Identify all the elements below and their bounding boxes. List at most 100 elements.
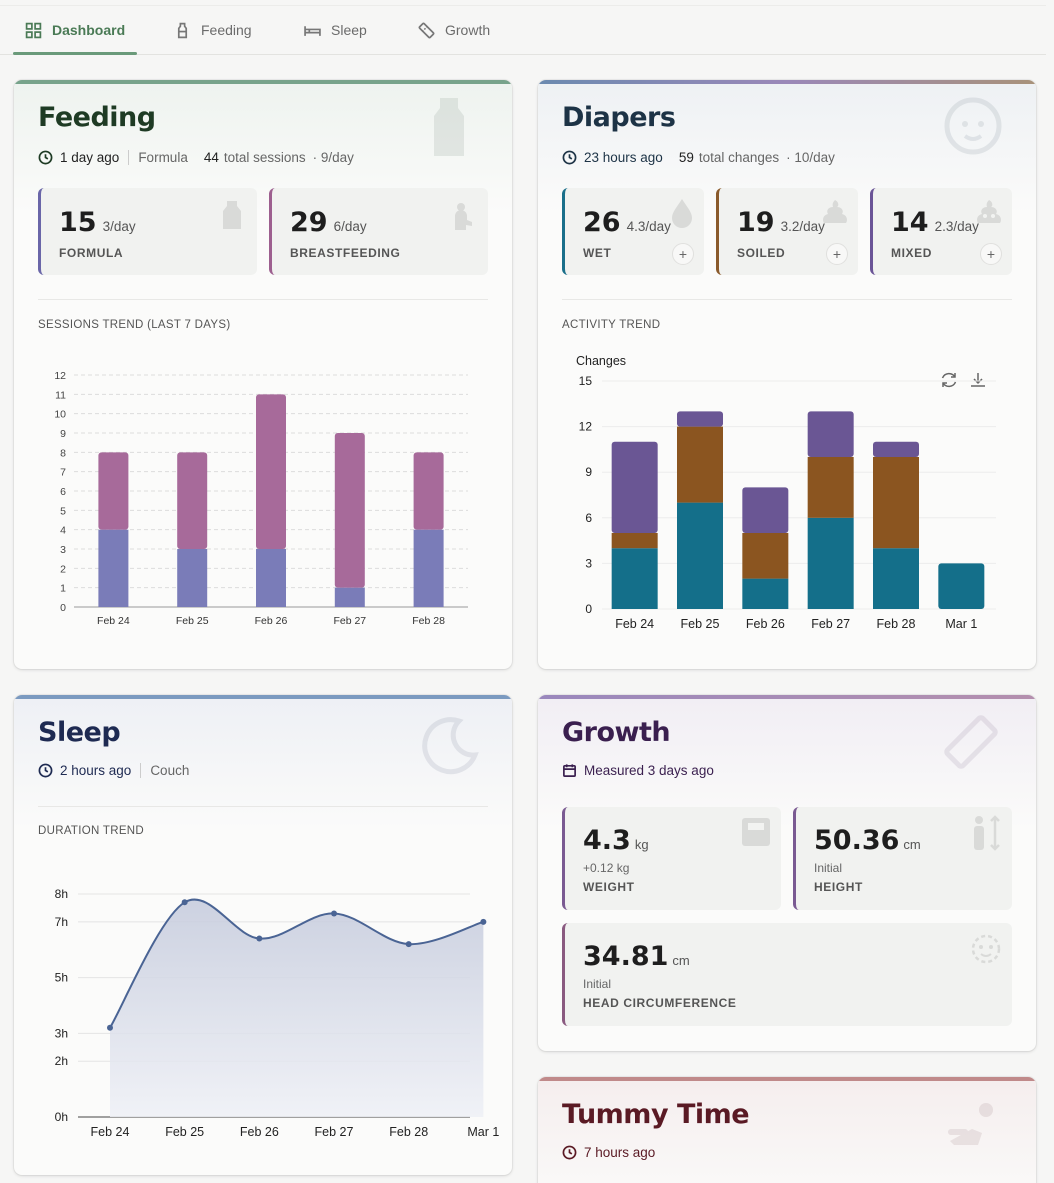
tummy-time-card: Tummy Time 7 hours ago xyxy=(538,1077,1036,1183)
stat-head-circumference[interactable]: 34.81 cm Initial HEAD CIRCUMFERENCE xyxy=(562,923,1012,1026)
bar-segment xyxy=(177,452,208,549)
card-title: Growth xyxy=(562,717,671,748)
x-tick-label: Feb 25 xyxy=(176,615,209,627)
last-tummy-time: 7 hours ago xyxy=(584,1145,656,1160)
y-tick-label: 5 xyxy=(60,505,66,517)
x-tick-label: Feb 25 xyxy=(681,617,720,631)
section-label: SESSIONS TREND (LAST 7 DAYS) xyxy=(38,319,231,331)
x-tick-label: Feb 25 xyxy=(165,1125,204,1139)
head-unit: cm xyxy=(672,953,690,968)
y-tick-label: 3 xyxy=(60,544,66,556)
feeding-type: Formula xyxy=(138,150,188,165)
section-label: DURATION TREND xyxy=(38,825,144,837)
refresh-icon[interactable] xyxy=(940,371,958,389)
data-point xyxy=(480,918,487,925)
tab-growth[interactable]: Growth xyxy=(418,6,490,54)
card-title: Sleep xyxy=(38,717,121,748)
weight-value: 4.3 xyxy=(583,825,631,856)
y-tick-label: 11 xyxy=(55,389,66,401)
bar-segment xyxy=(677,426,723,503)
feeding-meta: 1 day ago Formula 44 total sessions · 9/… xyxy=(38,150,354,165)
x-tick-label: Feb 27 xyxy=(811,617,850,631)
bar-segment xyxy=(413,452,444,530)
stat-soiled[interactable]: 19 3.2/day SOILED + xyxy=(716,188,858,275)
x-tick-label: Feb 26 xyxy=(240,1125,279,1139)
x-tick-label: Feb 24 xyxy=(91,1125,130,1139)
y-tick-label: 5h xyxy=(55,971,68,985)
calendar-icon xyxy=(563,764,576,777)
moon-icon xyxy=(422,717,479,775)
clock-icon xyxy=(38,150,53,165)
clock-icon xyxy=(38,763,53,778)
y-tick-label: 10 xyxy=(54,409,66,421)
head-change: Initial xyxy=(583,977,612,991)
tab-feeding[interactable]: Feeding xyxy=(174,6,252,54)
growth-card: Growth Measured 3 days ago 4.3 kg +0.12 k… xyxy=(538,695,1036,1051)
stat-weight[interactable]: 4.3 kg +0.12 kg WEIGHT xyxy=(562,807,781,910)
data-point xyxy=(405,941,412,948)
drop-icon xyxy=(672,199,692,228)
bar-segment xyxy=(611,533,658,549)
data-point xyxy=(331,910,338,917)
bar-segment xyxy=(807,411,854,457)
y-tick-label: 4 xyxy=(60,525,66,537)
x-tick-label: Mar 1 xyxy=(945,617,977,631)
add-mixed-button[interactable]: + xyxy=(980,243,1002,265)
stat-label: HEAD CIRCUMFERENCE xyxy=(583,996,737,1010)
x-tick-label: Feb 26 xyxy=(255,615,288,627)
tab-bar: Dashboard Feeding Sleep Growth xyxy=(0,5,1046,55)
bar-segment xyxy=(742,533,789,579)
last-sleep-time: 2 hours ago xyxy=(60,763,132,778)
tab-label: Growth xyxy=(445,22,491,38)
bed-icon xyxy=(304,25,321,36)
wet-count: 26 xyxy=(583,207,621,238)
weight-unit: kg xyxy=(634,837,649,852)
bar-segment xyxy=(413,529,444,607)
tab-sleep[interactable]: Sleep xyxy=(304,6,367,54)
x-tick-label: Feb 28 xyxy=(877,617,916,631)
soiled-count: 19 xyxy=(737,207,775,238)
y-tick-label: 2 xyxy=(60,563,66,575)
breastfeeding-count: 29 xyxy=(290,207,328,238)
clock-icon xyxy=(562,1145,577,1160)
bar-segment xyxy=(742,487,789,533)
y-tick-label: 0 xyxy=(60,602,66,614)
poop-icon xyxy=(823,200,847,223)
bar-segment xyxy=(256,394,286,549)
bar-segment xyxy=(938,563,985,609)
stat-breastfeeding[interactable]: 29 6/day BREASTFEEDING xyxy=(269,188,488,275)
stat-mixed[interactable]: 14 2.3/day MIXED + xyxy=(870,188,1012,275)
bar-segment xyxy=(334,433,365,588)
y-tick-label: 6 xyxy=(60,486,66,498)
tab-dashboard[interactable]: Dashboard xyxy=(12,6,138,55)
y-tick-label: 3 xyxy=(585,556,592,570)
stat-height[interactable]: 50.36 cm Initial HEIGHT xyxy=(793,807,1012,910)
y-tick-label: 3h xyxy=(55,1026,68,1040)
wet-per-day: 4.3/day xyxy=(626,219,671,234)
poop-face-icon xyxy=(977,200,1001,223)
mixed-count: 14 xyxy=(891,207,929,238)
data-point xyxy=(181,899,188,906)
height-icon xyxy=(974,815,1000,851)
scale-icon xyxy=(742,818,770,846)
add-wet-button[interactable]: + xyxy=(672,243,694,265)
stat-wet[interactable]: 26 4.3/day WET + xyxy=(562,188,704,275)
bar-segment xyxy=(873,457,919,549)
sleep-meta: 2 hours ago Couch xyxy=(38,763,189,778)
y-tick-label: 8 xyxy=(60,447,66,459)
add-soiled-button[interactable]: + xyxy=(826,243,848,265)
tab-label: Sleep xyxy=(331,22,367,38)
y-tick-label: 12 xyxy=(54,370,66,382)
weight-change: +0.12 kg xyxy=(583,861,630,875)
bar-segment xyxy=(611,441,658,533)
y-tick-label: 7h xyxy=(55,915,68,929)
x-tick-label: Feb 28 xyxy=(412,615,445,627)
tab-label: Feeding xyxy=(201,22,252,38)
stat-formula[interactable]: 15 3/day FORMULA xyxy=(38,188,257,275)
last-change-time: 23 hours ago xyxy=(584,150,663,165)
stat-label: WET xyxy=(583,246,612,260)
stat-label: HEIGHT xyxy=(814,880,863,894)
stat-label: BREASTFEEDING xyxy=(290,246,401,260)
bar-segment xyxy=(807,517,854,609)
sleep-location: Couch xyxy=(150,763,190,778)
